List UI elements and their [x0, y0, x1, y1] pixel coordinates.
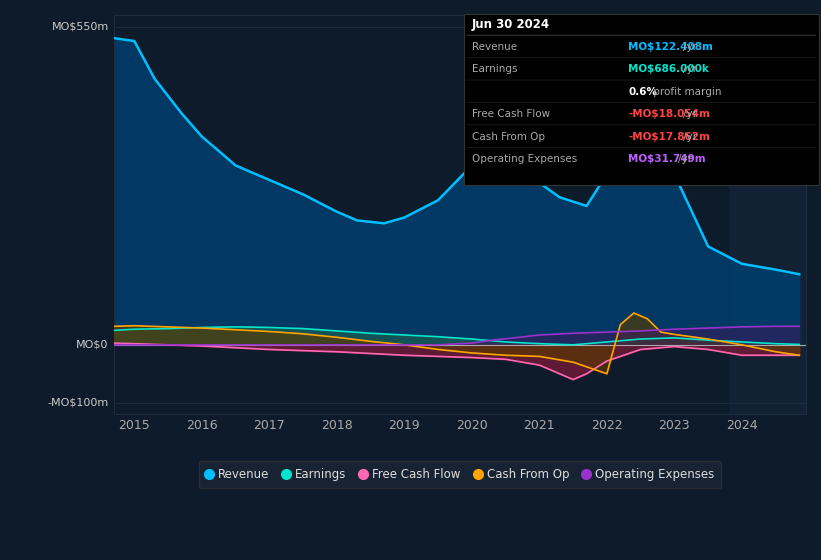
Legend: Revenue, Earnings, Free Cash Flow, Cash From Op, Operating Expenses: Revenue, Earnings, Free Cash Flow, Cash …	[199, 461, 722, 488]
Text: MO$550m: MO$550m	[52, 22, 108, 31]
Text: /yr: /yr	[683, 64, 697, 74]
Text: -MO$17.862m: -MO$17.862m	[628, 132, 710, 142]
Text: -MO$100m: -MO$100m	[48, 398, 108, 408]
Text: Revenue: Revenue	[472, 42, 517, 52]
Text: Cash From Op: Cash From Op	[472, 132, 545, 142]
Text: Operating Expenses: Operating Expenses	[472, 154, 577, 164]
Text: /yr: /yr	[678, 154, 692, 164]
Text: /yr: /yr	[683, 42, 697, 52]
Text: 0.6%: 0.6%	[628, 87, 657, 97]
Text: /yr: /yr	[683, 109, 697, 119]
Text: -MO$18.054m: -MO$18.054m	[628, 109, 710, 119]
Text: MO$122.408m: MO$122.408m	[628, 42, 713, 52]
Text: MO$0: MO$0	[76, 340, 108, 350]
Text: profit margin: profit margin	[649, 87, 721, 97]
Text: Free Cash Flow: Free Cash Flow	[472, 109, 550, 119]
Text: Earnings: Earnings	[472, 64, 517, 74]
Text: /yr: /yr	[683, 132, 697, 142]
Bar	[731, 15, 806, 414]
Text: Jun 30 2024: Jun 30 2024	[472, 18, 550, 31]
Text: MO$31.749m: MO$31.749m	[628, 154, 706, 164]
Text: MO$686.000k: MO$686.000k	[628, 64, 709, 74]
